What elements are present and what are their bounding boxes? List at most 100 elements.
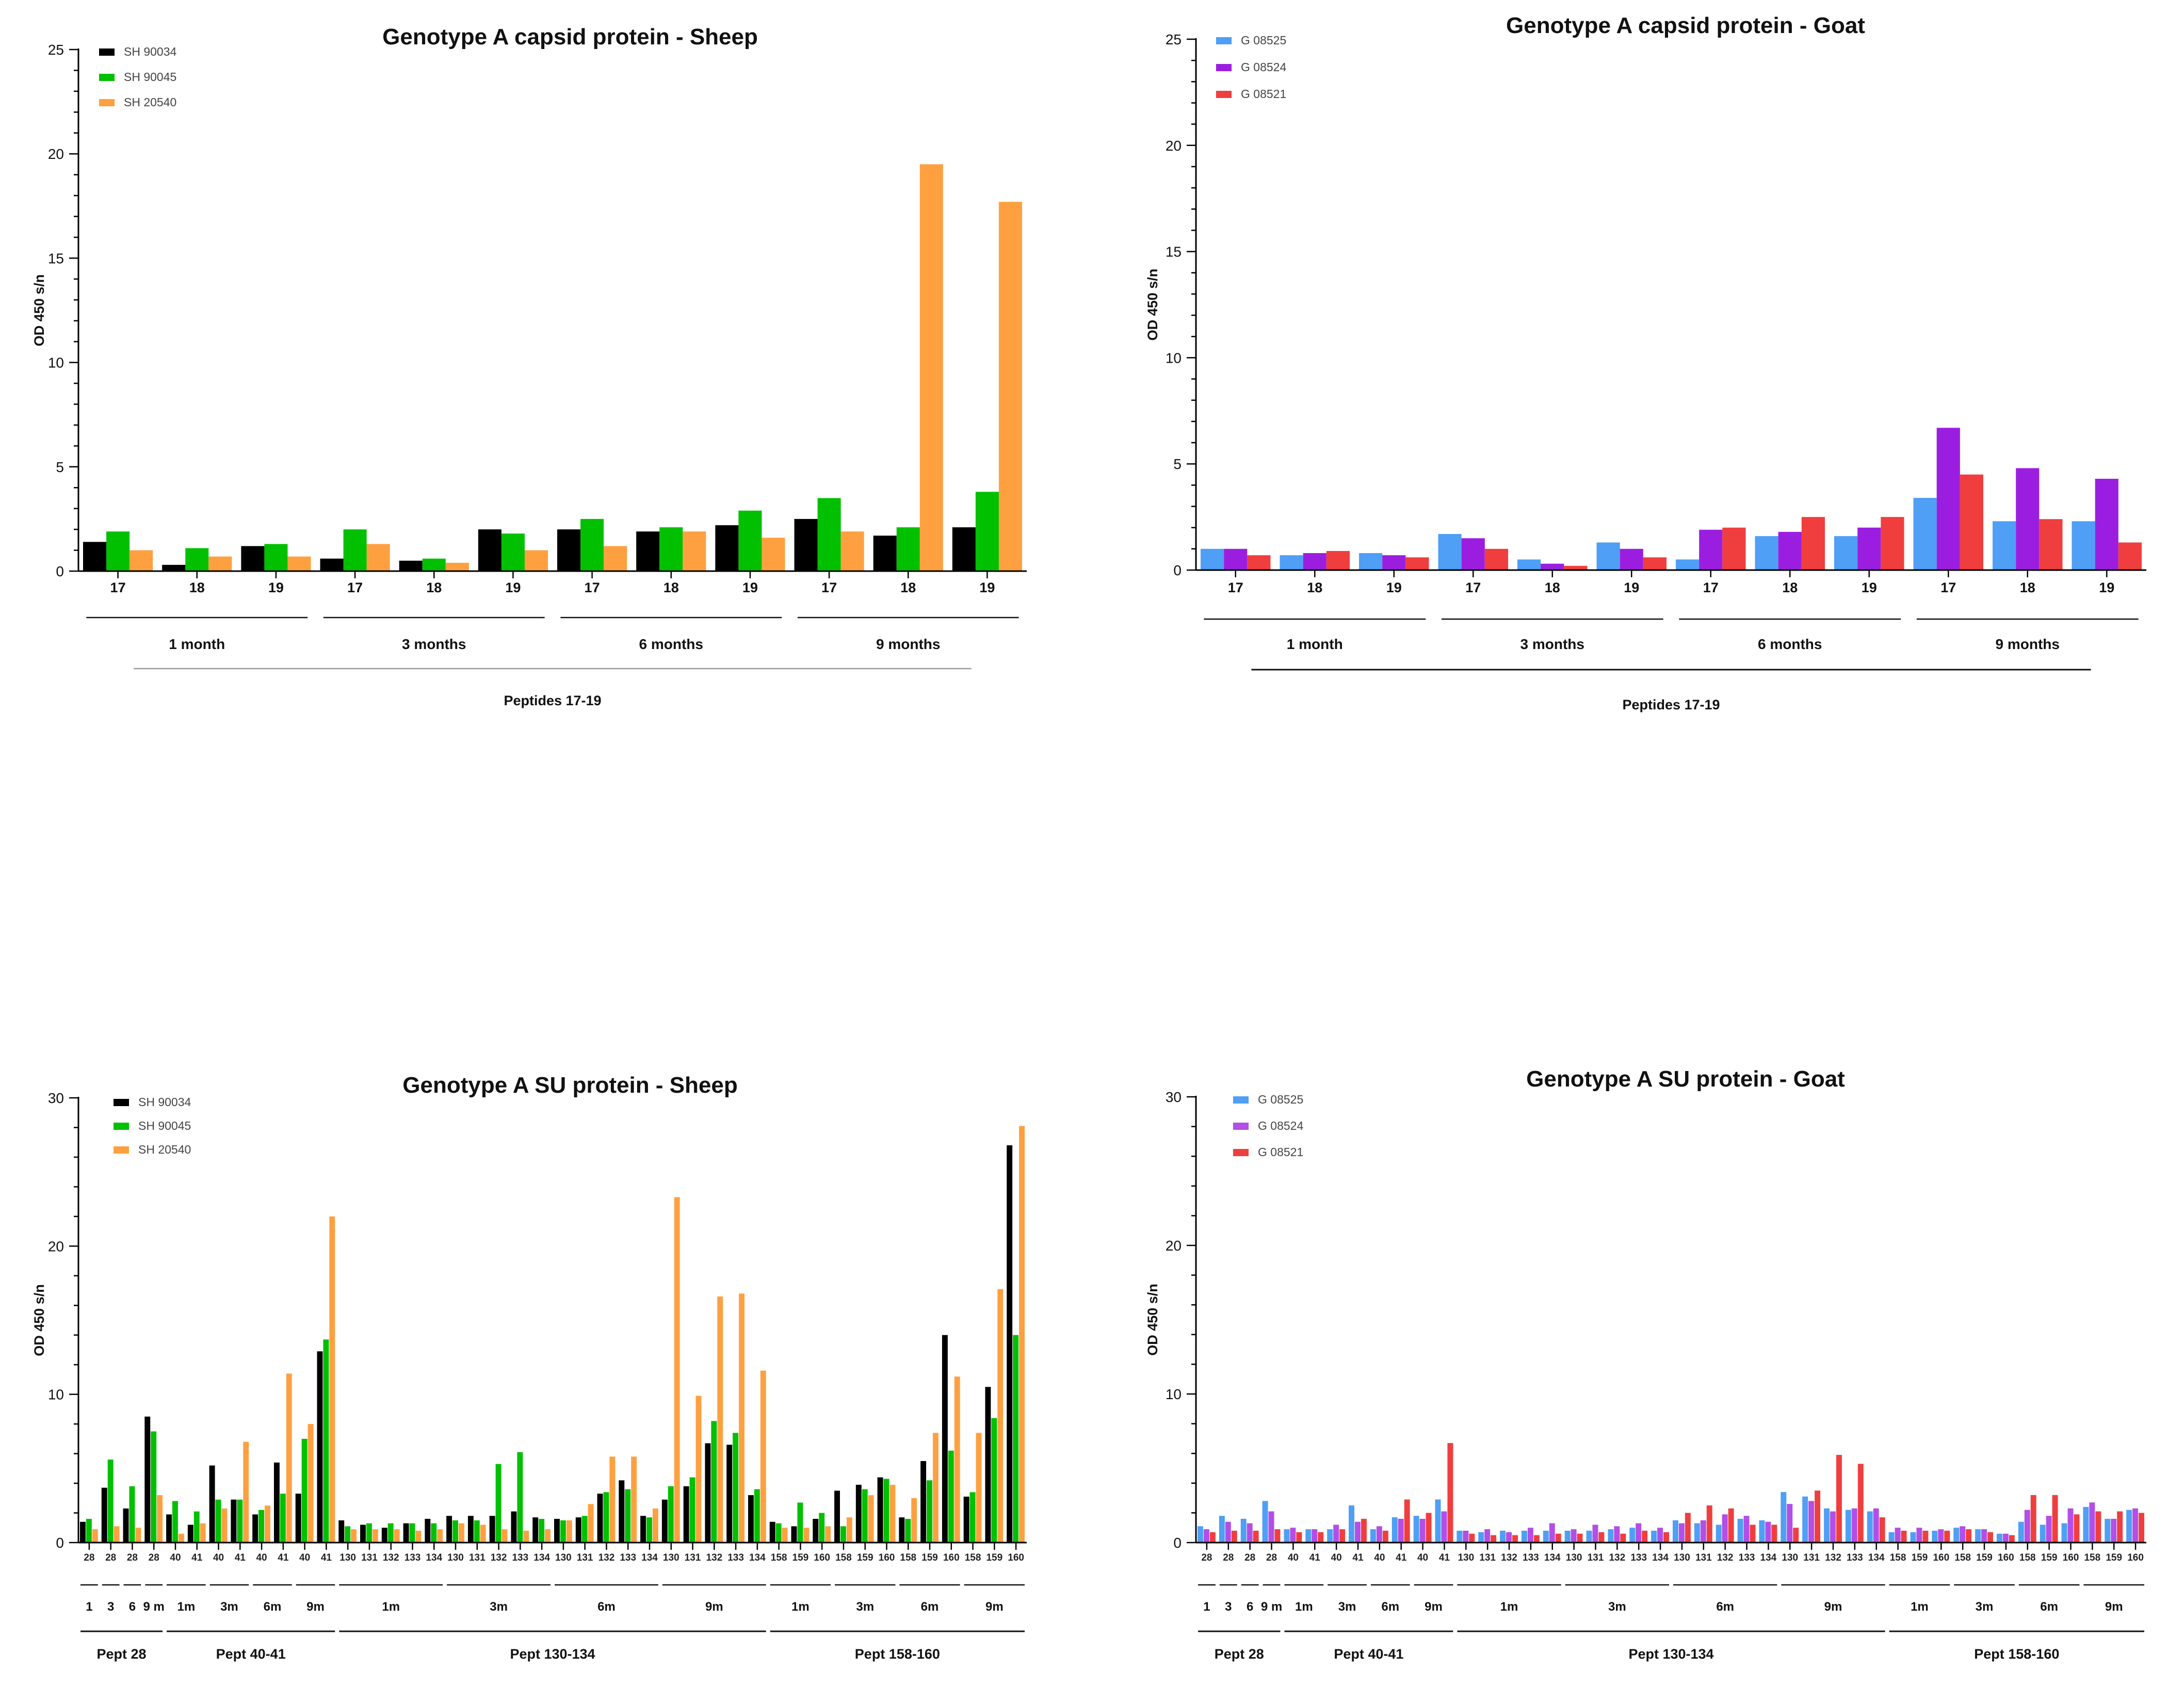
bar	[942, 1335, 948, 1543]
bar	[1743, 1516, 1750, 1543]
x-tick-label: 133	[1847, 1552, 1863, 1563]
bar	[317, 1351, 323, 1543]
bar	[301, 1438, 308, 1543]
bar	[846, 1517, 852, 1543]
x-tick-label: 18	[1782, 580, 1798, 595]
x-tick-label: 18	[426, 580, 442, 595]
x-tick-label: 158	[2019, 1552, 2036, 1563]
x-tick-label: 134	[1544, 1552, 1561, 1563]
legend-swatch	[1216, 64, 1232, 71]
segment-label: Pept 28	[1215, 1646, 1264, 1662]
bar	[286, 1373, 292, 1543]
bar	[445, 562, 469, 571]
bar	[560, 1520, 566, 1543]
x-tick-label: 17	[1465, 580, 1481, 595]
bar	[1484, 1529, 1491, 1543]
bar	[1620, 548, 1643, 570]
bar	[452, 1520, 458, 1543]
bar	[819, 1513, 825, 1543]
bar	[1469, 1533, 1475, 1543]
bar	[1981, 1529, 1987, 1543]
bar	[480, 1525, 486, 1543]
bar	[1996, 1533, 2002, 1543]
bar	[985, 1387, 991, 1543]
x-tick-label: 158	[835, 1552, 852, 1563]
bar	[1642, 1530, 1648, 1543]
x-tick-label: 133	[727, 1552, 744, 1563]
bar	[1517, 559, 1541, 570]
x-tick-label: 131	[685, 1552, 701, 1563]
x-tick-label: 159	[986, 1552, 1002, 1563]
group-label: 3 months	[1520, 636, 1584, 652]
legend-label: SH 90034	[138, 1095, 191, 1109]
bar	[775, 1523, 782, 1543]
bar	[1296, 1532, 1302, 1543]
x-tick-label: 18	[900, 580, 916, 595]
bar	[760, 1370, 766, 1543]
group-label: 3m	[490, 1600, 508, 1614]
bar	[144, 1416, 151, 1543]
bar	[366, 1523, 372, 1543]
x-tick-label: 19	[505, 580, 521, 595]
bar	[1716, 1525, 1722, 1543]
legend-swatch	[1233, 1149, 1249, 1156]
group-label: 6m	[1381, 1600, 1399, 1614]
bar	[1815, 1490, 1821, 1543]
bar	[1586, 1530, 1592, 1543]
bar	[1750, 1525, 1756, 1543]
bar	[1253, 1530, 1259, 1543]
x-tick-label: 18	[189, 580, 205, 595]
bar	[2009, 1535, 2015, 1543]
bar	[1405, 557, 1429, 570]
legend-swatch	[1216, 91, 1232, 98]
bar	[83, 542, 107, 571]
bar	[1676, 559, 1700, 570]
x-tick-label: 131	[361, 1552, 378, 1563]
x-tick-label: 40	[213, 1552, 224, 1563]
bar	[320, 558, 344, 571]
bar	[1975, 1529, 1981, 1543]
group-label: 6m	[1716, 1600, 1734, 1614]
x-tick-label: 158	[965, 1552, 981, 1563]
bar	[1851, 1508, 1857, 1543]
x-tick-label: 28	[127, 1552, 138, 1563]
bar	[231, 1499, 237, 1543]
bar	[683, 1486, 689, 1543]
bar	[1922, 1530, 1929, 1543]
x-tick-label: 160	[1933, 1552, 1949, 1563]
bar	[1382, 1530, 1388, 1543]
bar	[1280, 555, 1303, 570]
bar	[1936, 428, 1960, 570]
bar	[1224, 548, 1248, 570]
bar	[877, 1477, 883, 1543]
x-tick-label: 133	[405, 1552, 421, 1563]
x-tick-label: 40	[1331, 1552, 1342, 1563]
bar	[748, 1495, 754, 1543]
bar	[387, 1523, 394, 1543]
bar	[308, 1424, 314, 1543]
group-label: 1m	[1911, 1600, 1929, 1614]
x-tick-label: 41	[1396, 1552, 1407, 1563]
bar	[178, 1533, 184, 1543]
bar	[855, 1484, 862, 1543]
y-tick-label: 30	[48, 1090, 64, 1106]
bar	[1932, 1530, 1938, 1543]
bar	[1834, 536, 1858, 570]
x-tick-label: 159	[2106, 1552, 2122, 1563]
bar	[372, 1529, 378, 1543]
bar	[381, 1528, 387, 1543]
bar	[1339, 1529, 1346, 1543]
x-tick-label: 158	[1954, 1552, 1971, 1563]
bar	[338, 1520, 345, 1543]
bar	[252, 1514, 258, 1543]
bar	[905, 1519, 911, 1543]
y-axis-label: OD 450 s/n	[1145, 269, 1160, 341]
x-tick-label: 18	[1307, 580, 1322, 595]
bar	[603, 1492, 609, 1543]
bar	[896, 527, 920, 571]
x-tick-label: 130	[1674, 1552, 1690, 1563]
x-tick-label: 19	[979, 580, 995, 595]
x-tick-label: 132	[706, 1552, 722, 1563]
bar	[631, 1456, 637, 1543]
